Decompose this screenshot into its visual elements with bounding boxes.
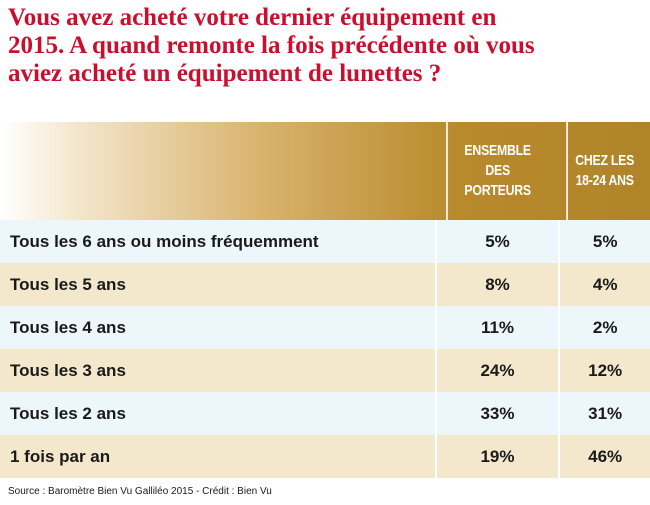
row-label: Tous les 3 ans [10,360,126,380]
cell-ensemble-value: 24% [434,349,559,392]
row-label: Tous les 5 ans [10,274,126,294]
column-header-line: 18-24 ANS [575,172,635,189]
column-header-line: DES [485,162,510,179]
row-label: 1 fois par an [10,446,111,466]
row-label: Tous les 6 ans ou moins fréquemment [10,231,319,251]
table-row: 1 fois par an 19% 46% [0,435,650,478]
table-row: Tous les 6 ans ou moins fréquemment 5% 5% [0,220,650,263]
cell-18-24-value: 4% [558,263,650,306]
data-table: ENSEMBLE DES PORTEURS CHEZ LES 18-24 ANS… [0,122,650,478]
cell-18-24-value: 12% [558,349,650,392]
title-line: Vous avez acheté votre dernier équipemen… [8,4,497,31]
table-row: Tous les 2 ans 33% 31% [0,392,650,435]
table-header: ENSEMBLE DES PORTEURS CHEZ LES 18-24 ANS [0,122,650,220]
table-row: Tous les 3 ans 24% 12% [0,349,650,392]
title-line: aviez acheté un équipement de lunettes ? [8,60,442,87]
cell-18-24-value: 5% [558,220,650,263]
chart-title: Vous avez acheté votre dernier équipemen… [8,4,644,88]
column-header-18-24: CHEZ LES 18-24 ANS [566,122,642,220]
row-label: Tous les 2 ans [10,403,126,423]
header-spacer [0,122,435,220]
cell-ensemble-value: 19% [434,435,559,478]
table-row: Tous les 5 ans 8% 4% [0,263,650,306]
source-note: Source : Baromètre Bien Vu Galliléo 2015… [8,486,272,497]
column-header-line: PORTEURS [464,182,531,199]
cell-18-24-value: 31% [558,392,650,435]
title-line: 2015. A quand remonte la fois précédente… [8,32,535,59]
cell-18-24-value: 2% [558,306,650,349]
table-row: Tous les 4 ans 11% 2% [0,306,650,349]
column-header-line: ENSEMBLE [464,142,531,159]
row-label: Tous les 4 ans [10,317,126,337]
cell-ensemble-value: 5% [434,220,559,263]
cell-ensemble-value: 11% [434,306,559,349]
column-header-line: CHEZ LES [575,152,635,169]
cell-18-24-value: 46% [558,435,650,478]
cell-ensemble-value: 8% [434,263,559,306]
column-header-ensemble: ENSEMBLE DES PORTEURS [445,122,547,220]
cell-ensemble-value: 33% [434,392,559,435]
table-body: Tous les 6 ans ou moins fréquemment 5% 5% T… [0,220,650,478]
